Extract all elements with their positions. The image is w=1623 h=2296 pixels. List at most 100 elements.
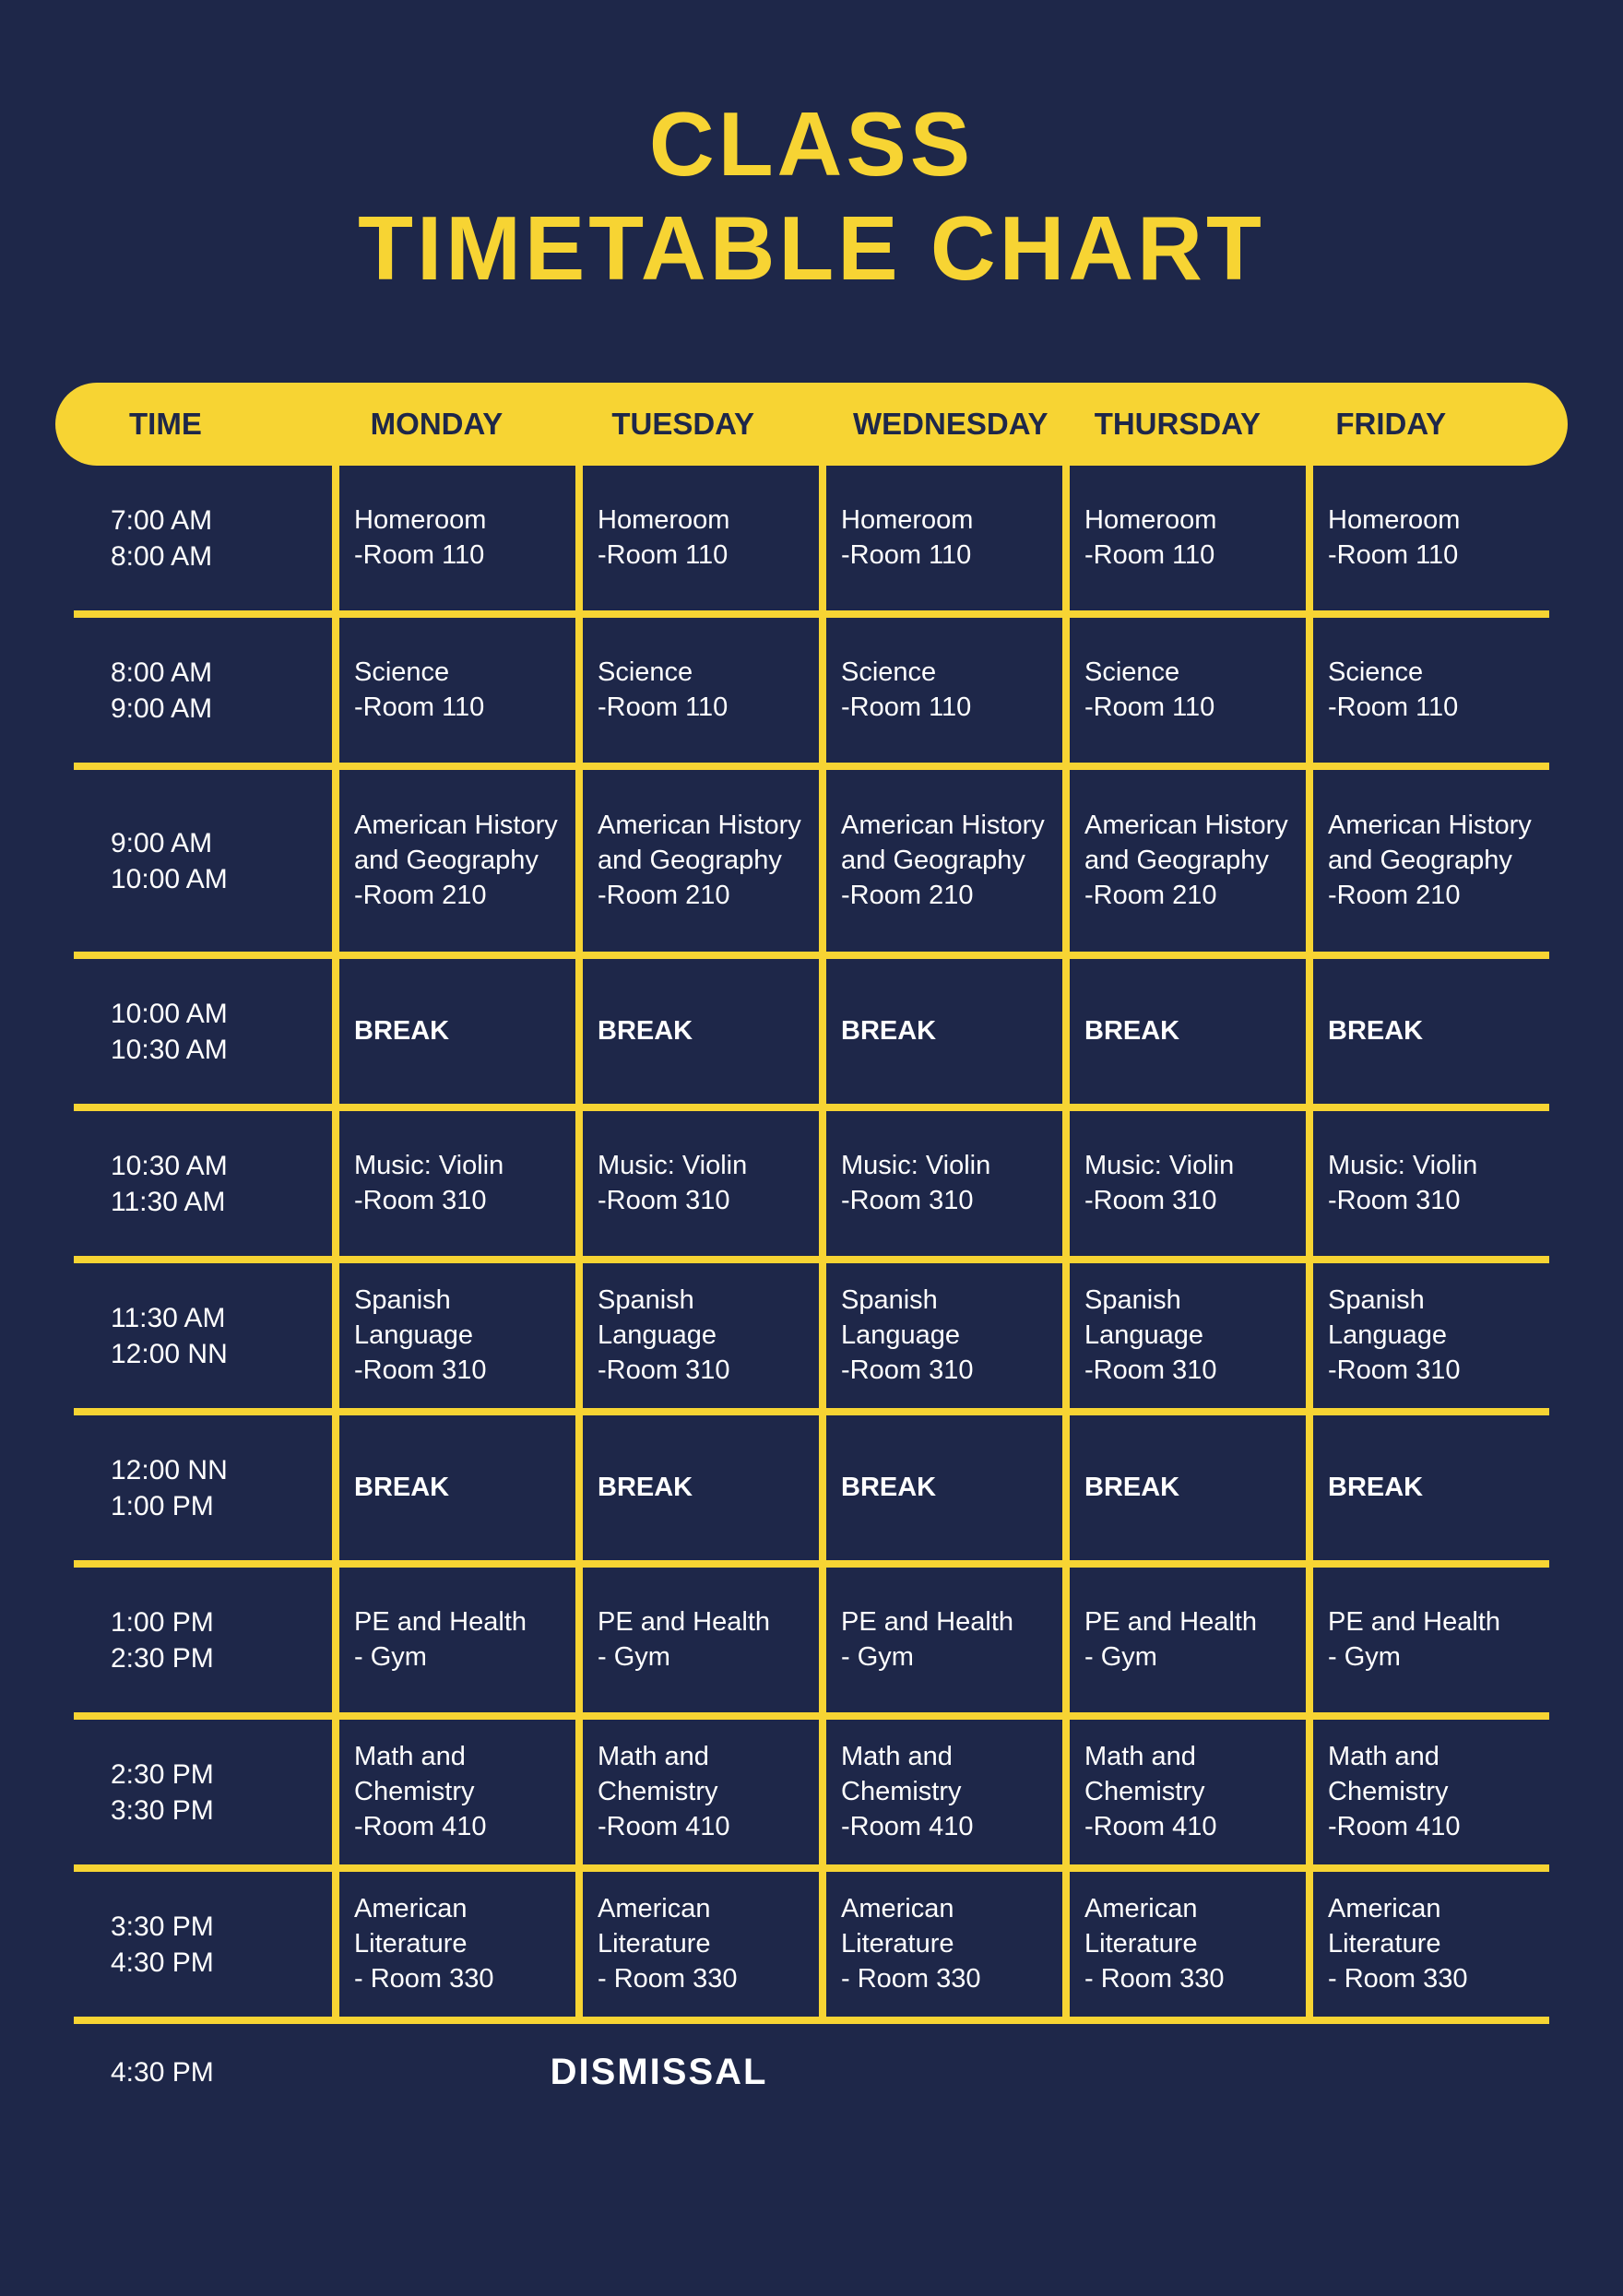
subject-label: Math and Chemistry <box>841 1740 1051 1809</box>
class-cell: Spanish Language-Room 310 <box>583 1263 826 1408</box>
subject-label: PE and Health <box>841 1605 1051 1640</box>
header-friday: FRIDAY <box>1308 407 1549 442</box>
class-cell: Homeroom-Room 110 <box>339 466 583 610</box>
subject-label: Science <box>598 656 808 691</box>
dismissal-row: 4:30 PM DISMISSAL <box>74 2024 1549 2093</box>
class-cell: PE and Health- Gym <box>1313 1568 1549 1712</box>
room-label: -Room 310 <box>354 1184 564 1219</box>
subject-label: Math and Chemistry <box>598 1740 808 1809</box>
subject-label: American Literature <box>354 1892 564 1961</box>
class-cell: BREAK <box>583 1415 826 1560</box>
class-cell: American History and Geography-Room 210 <box>826 770 1070 952</box>
time-start: 8:00 AM <box>111 655 321 691</box>
time-cell: 7:00 AM8:00 AM <box>74 466 339 610</box>
class-cell: Science-Room 110 <box>583 618 826 763</box>
time-cell: 10:30 AM11:30 AM <box>74 1111 339 1256</box>
time-end: 4:30 PM <box>111 1945 321 1981</box>
subject-label: PE and Health <box>1328 1605 1538 1640</box>
subject-label: Science <box>354 656 564 691</box>
class-cell: American History and Geography-Room 210 <box>1070 770 1313 952</box>
subject-label: American Literature <box>1328 1892 1538 1961</box>
subject-label: Science <box>1084 656 1295 691</box>
table-row: 10:00 AM10:30 AMBREAKBREAKBREAKBREAKBREA… <box>74 959 1549 1111</box>
time-start: 10:00 AM <box>111 996 321 1032</box>
class-cell: BREAK <box>1313 1415 1549 1560</box>
subject-label: American History and Geography <box>354 809 564 878</box>
room-label: -Room 110 <box>354 691 564 726</box>
class-cell: Math and Chemistry-Room 410 <box>826 1720 1070 1864</box>
header-monday: MONDAY <box>343 407 585 442</box>
room-label: -Room 210 <box>354 879 564 914</box>
table-row: 11:30 AM12:00 NNSpanish Language-Room 31… <box>74 1263 1549 1415</box>
room-label: -Room 110 <box>354 538 564 574</box>
subject-label: Homeroom <box>354 503 564 538</box>
class-cell: Spanish Language-Room 310 <box>1313 1263 1549 1408</box>
room-label: - Room 330 <box>354 1962 564 1997</box>
time-end: 9:00 AM <box>111 691 321 727</box>
page-title: CLASS TIMETABLE CHART <box>74 92 1549 300</box>
time-end: 8:00 AM <box>111 538 321 574</box>
time-end: 10:30 AM <box>111 1032 321 1068</box>
class-cell: PE and Health- Gym <box>826 1568 1070 1712</box>
room-label: -Room 110 <box>841 538 1051 574</box>
subject-label: BREAK <box>1084 1471 1295 1506</box>
title-line-2: TIMETABLE CHART <box>74 196 1549 301</box>
table-row: 10:30 AM11:30 AMMusic: Violin-Room 310Mu… <box>74 1111 1549 1263</box>
subject-label: Music: Violin <box>598 1149 808 1184</box>
table-header: TIME MONDAY TUESDAY WEDNESDAY THURSDAY F… <box>55 383 1568 466</box>
class-cell: Science-Room 110 <box>826 618 1070 763</box>
time-end: 3:30 PM <box>111 1793 321 1829</box>
subject-label: BREAK <box>1328 1014 1538 1049</box>
class-cell: Spanish Language-Room 310 <box>339 1263 583 1408</box>
subject-label: Spanish Language <box>1084 1284 1295 1353</box>
room-label: -Room 210 <box>1328 879 1538 914</box>
subject-label: BREAK <box>598 1471 808 1506</box>
time-cell: 12:00 NN1:00 PM <box>74 1415 339 1560</box>
subject-label: BREAK <box>841 1471 1051 1506</box>
time-start: 2:30 PM <box>111 1757 321 1793</box>
class-cell: Homeroom-Room 110 <box>826 466 1070 610</box>
class-cell: PE and Health- Gym <box>583 1568 826 1712</box>
time-cell: 10:00 AM10:30 AM <box>74 959 339 1104</box>
subject-label: Homeroom <box>598 503 808 538</box>
class-cell: Music: Violin-Room 310 <box>583 1111 826 1256</box>
room-label: -Room 310 <box>1084 1184 1295 1219</box>
dismissal-time: 4:30 PM <box>74 2057 311 2089</box>
room-label: -Room 310 <box>841 1184 1051 1219</box>
table-row: 12:00 NN1:00 PM BREAK BREAK BREAK BREAK BREAK <box>74 1415 1549 1568</box>
room-label: -Room 410 <box>841 1810 1051 1845</box>
subject-label: Spanish Language <box>598 1284 808 1353</box>
table-row: 9:00 AM10:00 AMAmerican History and Geog… <box>74 770 1549 959</box>
class-cell: American Literature- Room 330 <box>1313 1872 1549 2017</box>
subject-label: Music: Violin <box>841 1149 1051 1184</box>
room-label: - Gym <box>1328 1640 1538 1675</box>
class-cell: Math and Chemistry-Room 410 <box>339 1720 583 1864</box>
time-end: 2:30 PM <box>111 1640 321 1676</box>
class-cell: BREAK <box>583 959 826 1104</box>
dismissal-label: DISMISSAL <box>311 2052 1549 2093</box>
time-end: 11:30 AM <box>111 1184 321 1220</box>
class-cell: American Literature- Room 330 <box>826 1872 1070 2017</box>
subject-label: Music: Violin <box>354 1149 564 1184</box>
room-label: -Room 310 <box>354 1354 564 1389</box>
subject-label: BREAK <box>354 1471 564 1506</box>
room-label: - Gym <box>1084 1640 1295 1675</box>
subject-label: BREAK <box>841 1014 1051 1049</box>
room-label: -Room 310 <box>598 1354 808 1389</box>
table-row: 2:30 PM3:30 PMMath and Chemistry-Room 41… <box>74 1720 1549 1872</box>
room-label: -Room 110 <box>1328 538 1538 574</box>
time-start: 12:00 NN <box>111 1452 321 1488</box>
subject-label: Homeroom <box>1084 503 1295 538</box>
time-cell: 8:00 AM9:00 AM <box>74 618 339 763</box>
room-label: - Room 330 <box>1084 1962 1295 1997</box>
room-label: -Room 410 <box>1328 1810 1538 1845</box>
class-cell: Math and Chemistry-Room 410 <box>1070 1720 1313 1864</box>
table-row: 1:00 PM2:30 PMPE and Health- GymPE and H… <box>74 1568 1549 1720</box>
class-cell: Math and Chemistry-Room 410 <box>1313 1720 1549 1864</box>
class-cell: American History and Geography-Room 210 <box>339 770 583 952</box>
header-time: TIME <box>74 407 343 442</box>
room-label: -Room 410 <box>598 1810 808 1845</box>
class-cell: Homeroom-Room 110 <box>583 466 826 610</box>
time-cell: 2:30 PM3:30 PM <box>74 1720 339 1864</box>
room-label: -Room 410 <box>354 1810 564 1845</box>
